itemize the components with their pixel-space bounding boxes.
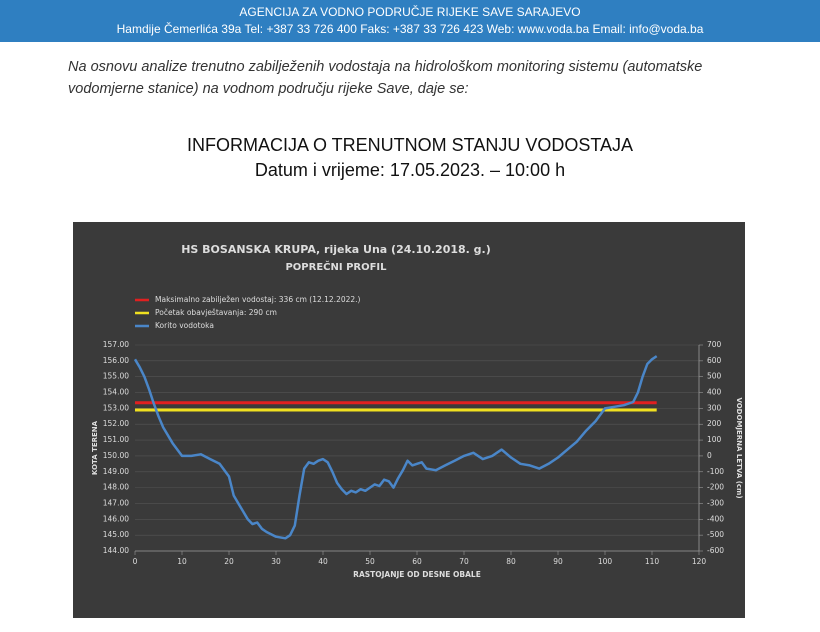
x-tick-label: 20 [224, 557, 234, 566]
y2-tick-label: -400 [707, 514, 724, 523]
x-tick-label: 120 [692, 557, 707, 566]
chart-background [73, 222, 745, 618]
x-tick-label: 60 [412, 557, 422, 566]
heading: INFORMACIJA O TRENUTNOM STANJU VODOSTAJA… [0, 133, 820, 183]
x-tick-label: 110 [645, 557, 660, 566]
y-tick-label: 153.00 [103, 403, 129, 412]
x-tick-label: 30 [271, 557, 281, 566]
chart: HS BOSANSKA KRUPA, rijeka Una (24.10.201… [73, 222, 745, 618]
x-tick-label: 90 [553, 557, 563, 566]
y-tick-label: 148.00 [103, 483, 129, 492]
y2-tick-label: 300 [707, 403, 722, 412]
x-tick-label: 70 [459, 557, 469, 566]
y-tick-label: 154.00 [103, 388, 129, 397]
y-axis-label: KOTA TERENA [91, 420, 99, 475]
y2-tick-label: -100 [707, 467, 724, 476]
series-line [133, 355, 658, 540]
chart-subtitle: POPREČNI PROFIL [285, 260, 387, 273]
x-tick-label: 80 [506, 557, 516, 566]
y-tick-label: 156.00 [103, 356, 129, 365]
y2-tick-label: 200 [707, 419, 722, 428]
y-tick-label: 155.00 [103, 372, 129, 381]
heading-datetime: Datum i vrijeme: 17.05.2023. – 10:00 h [254, 160, 566, 180]
y2-tick-label: 100 [707, 435, 722, 444]
y2-tick-label: -200 [707, 483, 724, 492]
header-title: AGENCIJA ZA VODNO PODRUČJE RIJEKE SAVE S… [239, 5, 581, 19]
legend-label: Početak obavještavanja: 290 cm [155, 308, 277, 317]
chart-title: HS BOSANSKA KRUPA, rijeka Una (24.10.201… [181, 243, 491, 256]
legend-label: Maksimalno zabilježen vodostaj: 336 cm (… [155, 295, 361, 304]
header-contact: Hamdije Čemerlića 39a Tel: +387 33 726 4… [116, 22, 704, 36]
y2-tick-label: -300 [707, 498, 724, 507]
x-tick-label: 40 [318, 557, 328, 566]
y2-tick-label: 600 [707, 356, 722, 365]
y2-tick-label: 400 [707, 388, 722, 397]
y-tick-label: 146.00 [103, 514, 129, 523]
y2-tick-label: -600 [707, 546, 724, 555]
y-tick-label: 149.00 [103, 467, 129, 476]
y-tick-label: 151.00 [103, 435, 129, 444]
y-tick-label: 144.00 [103, 546, 129, 555]
x-tick-label: 50 [365, 557, 375, 566]
y-tick-label: 157.00 [103, 340, 129, 349]
y-tick-label: 150.00 [103, 451, 129, 460]
header: AGENCIJA ZA VODNO PODRUČJE RIJEKE SAVE S… [0, 0, 820, 42]
x-axis-label: RASTOJANJE OD DESNE OBALE [353, 570, 481, 579]
y2-tick-label: 0 [707, 451, 712, 460]
x-tick-label: 100 [598, 557, 613, 566]
y-tick-label: 147.00 [103, 498, 129, 507]
legend-label: Korito vodotoka [155, 321, 214, 330]
y2-tick-label: 500 [707, 372, 722, 381]
y2-tick-label: 700 [707, 340, 722, 349]
intro: Na osnovu analize trenutno zabilježenih … [68, 59, 703, 97]
y-tick-label: 152.00 [103, 419, 129, 428]
heading-title: INFORMACIJA O TRENUTNOM STANJU VODOSTAJA [186, 135, 634, 155]
y2-tick-label: -500 [707, 530, 724, 539]
x-tick-label: 0 [133, 557, 138, 566]
x-tick-label: 10 [177, 557, 187, 566]
y-tick-label: 145.00 [103, 530, 129, 539]
y2-axis-label: VODOMJERNA LETVA (cm) [735, 397, 743, 498]
